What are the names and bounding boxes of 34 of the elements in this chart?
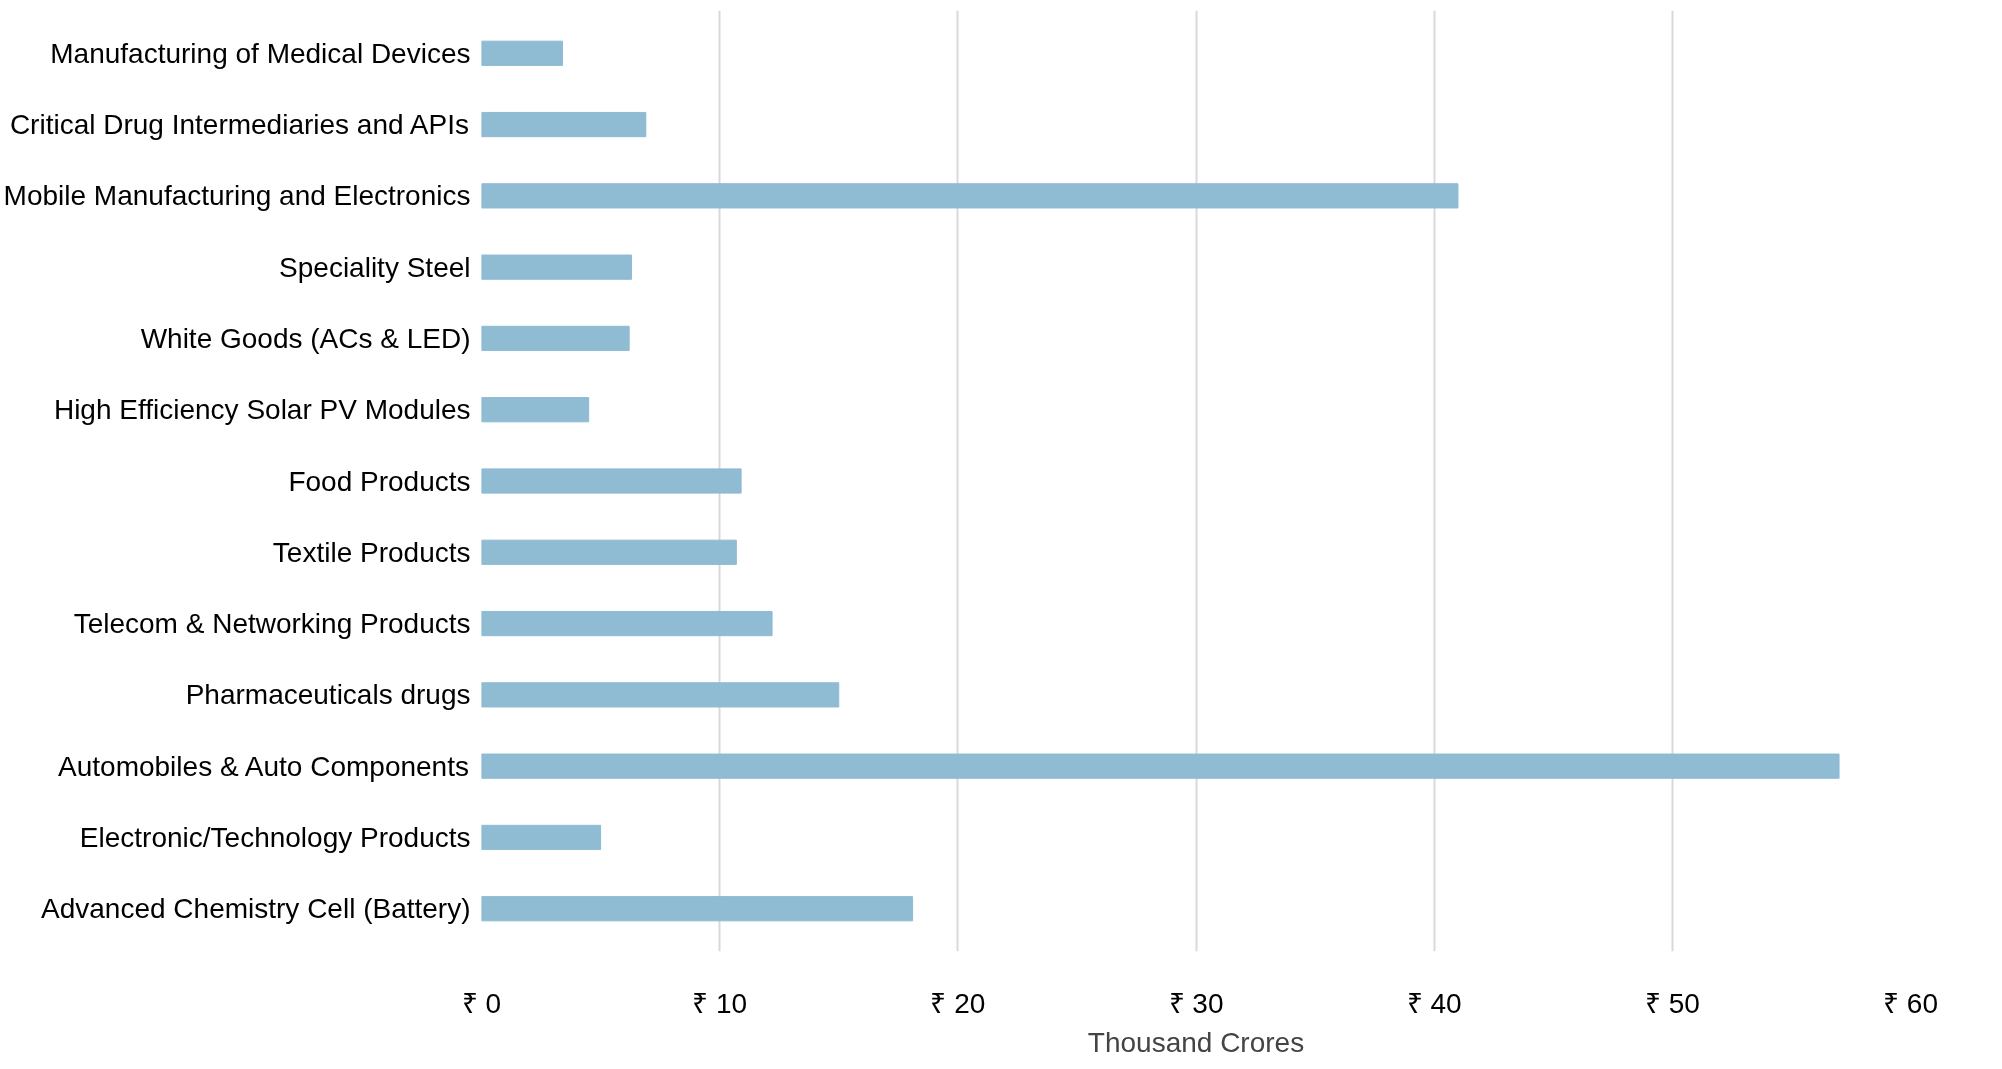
y-tick-label: Electronic/Technology Products: [79, 821, 471, 853]
y-tick-label: High Efficiency Solar PV Modules: [53, 394, 471, 426]
x-axis-title: Thousand Crores: [1087, 1026, 1305, 1058]
bar: [481, 468, 742, 494]
y-tick-label: Speciality Steel: [279, 251, 471, 283]
y-tick-label: Textile Products: [272, 536, 471, 568]
bar: [481, 753, 1840, 779]
bar: [481, 610, 773, 637]
bar: [481, 111, 647, 138]
y-tick-label: Food Products: [288, 465, 471, 497]
x-tick-label: ₹ 20: [930, 987, 986, 1019]
bar: [481, 682, 840, 708]
y-tick-label: Telecom & Networking Products: [73, 608, 471, 640]
bar: [481, 183, 1459, 209]
y-tick-label: Mobile Manufacturing and Electronics: [3, 180, 471, 212]
bar: [481, 40, 563, 66]
bar: [481, 325, 630, 352]
x-tick-label: ₹ 0: [461, 987, 502, 1019]
bar: [481, 254, 633, 280]
bar: [481, 539, 737, 565]
x-tick-label: ₹ 10: [692, 987, 748, 1019]
bar: [481, 896, 914, 922]
y-tick-label: Critical Drug Intermediaries and APIs: [9, 109, 469, 141]
x-tick-label: ₹ 40: [1406, 987, 1462, 1019]
y-tick-label: White Goods (ACs & LED): [140, 322, 471, 354]
x-tick-label: ₹ 30: [1168, 987, 1224, 1019]
x-tick-label: ₹ 50: [1644, 987, 1700, 1019]
x-tick-label: ₹ 60: [1883, 987, 1938, 1019]
y-tick-label: Automobiles & Auto Components: [58, 750, 469, 782]
bar: [481, 824, 602, 851]
y-tick-label: Pharmaceuticals drugs: [185, 679, 471, 711]
bar: [481, 397, 590, 423]
y-tick-label: Manufacturing of Medical Devices: [50, 37, 471, 69]
y-tick-label: Advanced Chemistry Cell (Battery): [41, 893, 471, 925]
